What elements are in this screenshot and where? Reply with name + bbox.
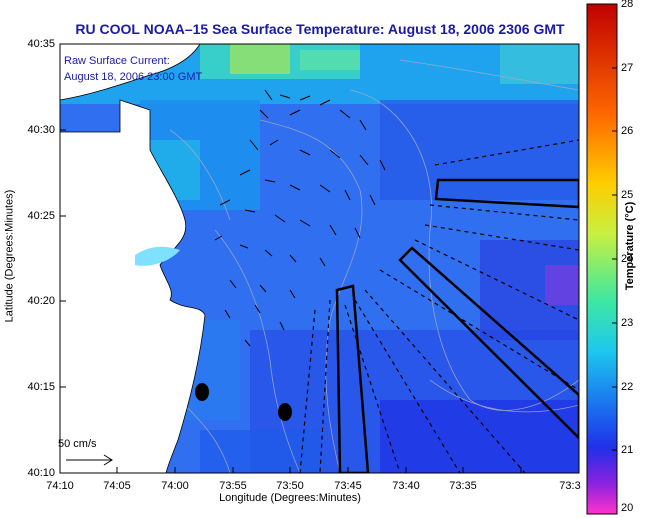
x-tick-label: 74:05	[103, 480, 131, 492]
colorbar-tick-label: 22	[621, 381, 634, 393]
x-tick-label: 73:40	[392, 480, 420, 492]
colorbar-ticks	[612, 3, 617, 515]
x-tick-label: 73:50	[276, 480, 304, 492]
x-tick-label: 73:3	[559, 480, 581, 492]
colorbar-tick-label: 26	[621, 125, 634, 137]
station-marker	[278, 403, 292, 421]
y-tick-label: 40:30	[27, 124, 55, 136]
y-tick-label: 40:35	[27, 38, 55, 50]
y-tick-label: 40:10	[27, 467, 55, 479]
x-tick-label: 73:35	[449, 480, 477, 492]
current-label-line1: Raw Surface Current:	[64, 55, 170, 67]
x-tick-label: 74:00	[161, 480, 189, 492]
transect-boxes	[335, 178, 579, 473]
surface-current-vectors	[214, 89, 386, 347]
x-tick-label: 74:10	[46, 480, 74, 492]
map-title: RU COOL NOAA–15 Sea Surface Temperature:…	[75, 21, 565, 37]
cross-shelf-dashed-lines	[299, 139, 579, 473]
colorbar-title: Temperature (°C)	[624, 201, 636, 291]
colorbar-tick-label: 23	[621, 317, 634, 329]
scale-label: 50 cm/s	[58, 438, 97, 450]
colorbar-tick-label: 27	[621, 62, 634, 74]
land-mask	[60, 44, 206, 473]
map-plot-area	[60, 44, 579, 473]
colorbar-tick-label: 21	[621, 444, 634, 456]
current-label-line2: August 18, 2006 23:00 GMT	[64, 71, 203, 83]
current-label: Raw Surface Current: August 18, 2006 23:…	[64, 53, 202, 85]
y-axis-title: Latitude (Degrees:Minutes)	[3, 189, 16, 323]
x-axis-title: Longitude (Degrees:Minutes)	[219, 492, 361, 504]
x-tick-label: 73:45	[334, 480, 362, 492]
axis-ticks	[59, 43, 522, 474]
plot-frame	[59, 43, 580, 474]
station-marker	[195, 383, 209, 401]
x-tick-label: 73:55	[219, 480, 247, 492]
colorbar-tick-label: 20	[621, 502, 634, 514]
colorbar-tick-label: 24	[621, 253, 634, 265]
depth-contours	[169, 59, 579, 473]
colorbar-tick-label: 28	[621, 0, 634, 10]
y-tick-label: 40:15	[27, 381, 55, 393]
scale-arrow	[66, 454, 113, 466]
y-tick-label: 40:20	[27, 295, 55, 307]
colorbar-tick-label: 25	[621, 189, 634, 201]
y-tick-label: 40:25	[27, 210, 55, 222]
